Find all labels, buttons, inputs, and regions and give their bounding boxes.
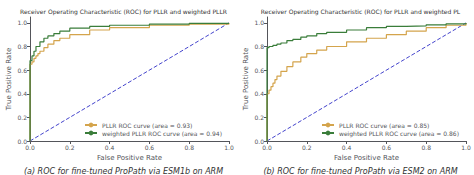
svg-text:0.6: 0.6 (17, 67, 27, 74)
svg-text:0.6: 0.6 (145, 144, 155, 151)
svg-text:PLLR ROC curve (area = 0.93): PLLR ROC curve (area = 0.93) (102, 122, 192, 129)
svg-text:0.2: 0.2 (17, 114, 27, 121)
svg-text:0.0: 0.0 (25, 144, 35, 151)
svg-text:0.4: 0.4 (17, 90, 27, 97)
svg-text:0.8: 0.8 (184, 144, 194, 151)
svg-text:(b) ROC for fine-tuned ProPath: (b) ROC for fine-tuned ProPath via ESM2 … (263, 167, 457, 175)
svg-text:0.4: 0.4 (105, 144, 115, 151)
svg-text:weighted PLLR ROC curve (area: weighted PLLR ROC curve (area = 0.86) (339, 130, 459, 138)
svg-text:Receiver Operating Characteris: Receiver Operating Characteristic (ROC) … (261, 8, 461, 16)
svg-text:weighted PLLR ROC curve (area: weighted PLLR ROC curve (area = 0.94) (102, 130, 222, 138)
svg-text:1.0: 1.0 (224, 144, 234, 151)
svg-text:False Positive Rate: False Positive Rate (97, 154, 162, 162)
svg-text:0.2: 0.2 (254, 114, 264, 121)
svg-text:0.6: 0.6 (382, 144, 392, 151)
svg-text:0.4: 0.4 (342, 144, 352, 151)
svg-text:1.0: 1.0 (17, 19, 27, 26)
svg-text:0.4: 0.4 (254, 90, 264, 97)
svg-text:0.8: 0.8 (17, 43, 27, 50)
svg-text:PLLR ROC curve (area = 0.85): PLLR ROC curve (area = 0.85) (339, 122, 429, 129)
svg-text:0.6: 0.6 (254, 67, 264, 74)
svg-text:0.0: 0.0 (254, 137, 264, 145)
svg-text:0.8: 0.8 (421, 144, 431, 151)
svg-text:0.2: 0.2 (65, 144, 75, 151)
svg-text:True Positive Rate: True Positive Rate (242, 48, 250, 111)
svg-text:0.8: 0.8 (254, 43, 264, 50)
svg-text:False Positive Rate: False Positive Rate (334, 154, 399, 162)
svg-text:0.0: 0.0 (17, 137, 27, 145)
svg-text:1.0: 1.0 (461, 144, 471, 151)
svg-text:0.2: 0.2 (302, 144, 312, 151)
svg-text:1.0: 1.0 (254, 19, 264, 26)
svg-text:(a) ROC for fine-tuned ProPath: (a) ROC for fine-tuned ProPath via ESM1b… (24, 167, 223, 175)
svg-text:True Positive Rate: True Positive Rate (5, 48, 13, 111)
svg-text:0.0: 0.0 (262, 144, 272, 151)
svg-text:Receiver Operating Characteris: Receiver Operating Characteristic (ROC) … (20, 8, 227, 16)
